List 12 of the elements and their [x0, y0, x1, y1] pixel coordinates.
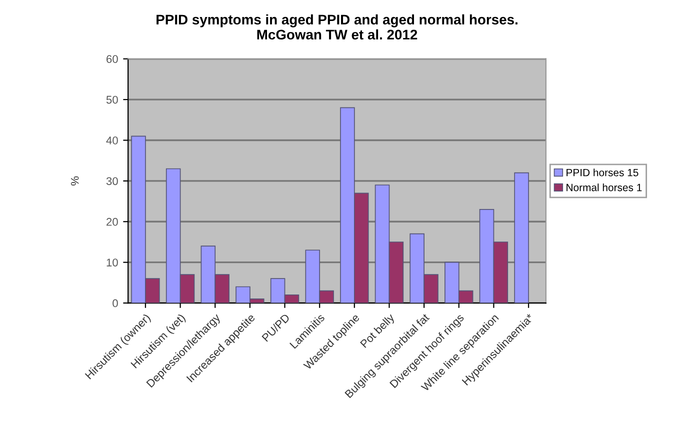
y-axis-title: %: [70, 176, 79, 186]
y-tick-label: 10: [106, 258, 118, 266]
y-tick-label: 20: [106, 218, 118, 226]
y-tick-label: 0: [112, 299, 118, 308]
bar: [514, 172, 529, 304]
legend-label: PPID horses 15: [566, 168, 638, 176]
y-tick-label: 40: [106, 136, 118, 144]
y-tick-label: 30: [106, 177, 118, 186]
legend-label: Normal horses 1: [566, 184, 642, 192]
chart-title: PPID symptoms in aged PPID and aged normal horses. McGowan TW et al. 2012: [156, 14, 518, 40]
y-tick-label: 50: [106, 96, 118, 104]
y-tick-label: 60: [106, 55, 118, 63]
